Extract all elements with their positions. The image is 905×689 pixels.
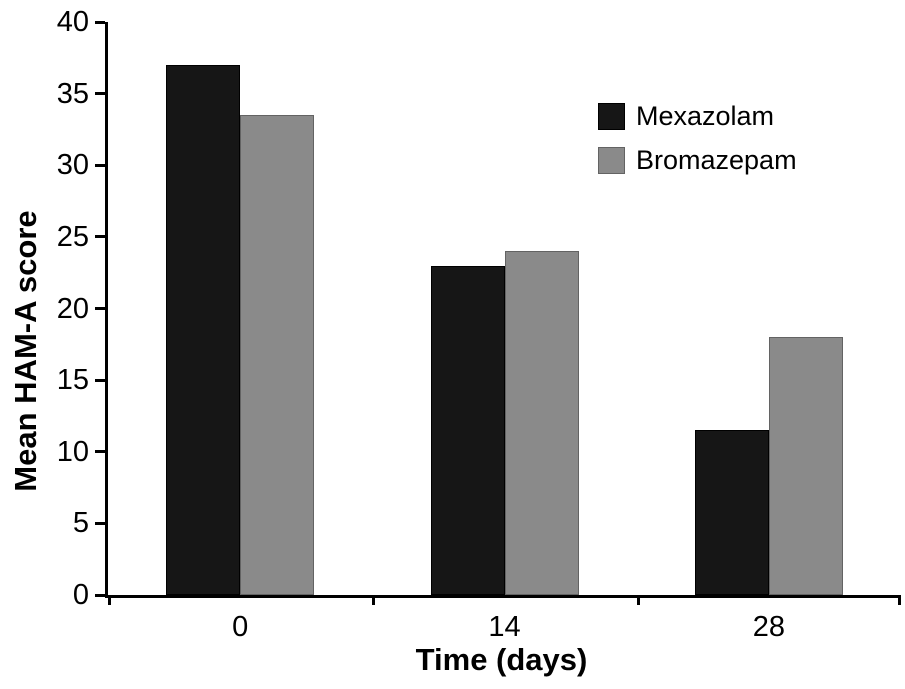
y-axis-tick-label: 35 [56, 77, 89, 110]
bromazepam-swatch-icon [598, 147, 625, 174]
y-axis-tick [95, 450, 105, 454]
legend-item-mexazolam: Mexazolam [598, 103, 797, 130]
x-axis-tick [636, 595, 640, 605]
y-axis-tick [95, 378, 105, 382]
x-axis-tick-label: 14 [488, 611, 521, 643]
y-axis-tick [95, 20, 105, 24]
x-axis-tick [898, 595, 901, 605]
y-axis-tick-label: 0 [72, 579, 89, 611]
y-axis-tick-label: 5 [72, 507, 89, 540]
y-axis-tick-label: 15 [56, 364, 89, 397]
bromazepam-bar-day-0 [240, 115, 315, 595]
legend-item-bromazepam: Bromazepam [598, 147, 797, 174]
x-axis-tick-label: 0 [232, 611, 249, 643]
mexazolam-bar-day-14 [430, 265, 505, 595]
bromazepam-bar-day-14 [504, 251, 579, 595]
x-axis-tick [108, 595, 111, 605]
x-axis-tick-label: 28 [752, 611, 785, 643]
bromazepam-bar-day-28 [768, 337, 843, 595]
y-axis-tick-label: 20 [56, 292, 89, 325]
x-axis-tick [372, 595, 376, 605]
mexazolam-bar-day-0 [166, 64, 241, 595]
plot-area: 0 5 10 15 20 25 30 35 40 0 14 28 [57, 8, 901, 642]
y-axis-tick [95, 235, 105, 239]
legend-label-bromazepam: Bromazepam [636, 145, 797, 175]
y-axis-tick-label: 30 [56, 149, 89, 182]
y-axis-tick-label: 10 [56, 435, 89, 468]
y-axis-tick [95, 593, 105, 597]
y-axis-tick [95, 521, 105, 525]
y-axis-tick-label: 25 [56, 220, 89, 253]
x-axis-title: Time (days) [415, 642, 588, 677]
y-axis-tick [95, 307, 105, 310]
legend-label-mexazolam: Mexazolam [636, 101, 775, 131]
mexazolam-swatch-icon [598, 103, 625, 130]
y-axis-tick-label: 40 [56, 6, 89, 38]
legend: Mexazolam Bromazepam [598, 103, 797, 191]
y-axis-tick [95, 92, 105, 96]
mexazolam-bar-day-28 [694, 430, 769, 595]
y-axis-tick [95, 163, 105, 167]
